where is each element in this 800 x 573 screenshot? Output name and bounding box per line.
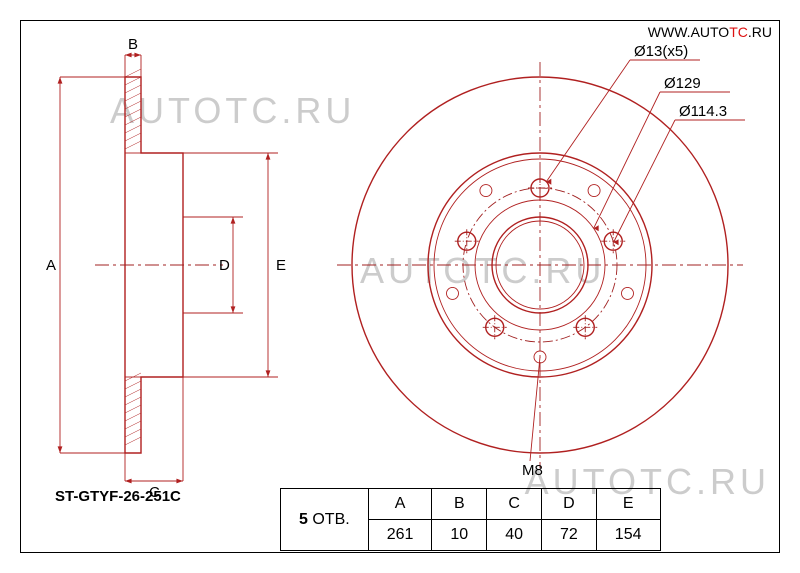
col-E: E <box>596 489 660 520</box>
part-number: ST-GTYF-26-251C <box>55 488 181 505</box>
svg-text:D: D <box>219 257 230 274</box>
technical-drawing: Ø13(x5)Ø129Ø114.3M8ABCDE <box>20 20 780 553</box>
holes-unit: ОТВ. <box>312 511 349 528</box>
col-C: C <box>487 489 542 520</box>
val-C: 40 <box>487 520 542 551</box>
col-A: A <box>368 489 432 520</box>
svg-text:E: E <box>276 257 286 274</box>
val-E: 154 <box>596 520 660 551</box>
table-header-row: 5 ОТВ. A B C D E <box>281 489 661 520</box>
svg-text:Ø129: Ø129 <box>664 75 701 92</box>
col-B: B <box>432 489 487 520</box>
holes-count: 5 <box>299 511 308 528</box>
svg-text:M8: M8 <box>522 462 543 479</box>
holes-cell: 5 ОТВ. <box>281 489 369 551</box>
svg-text:Ø13(x5): Ø13(x5) <box>634 43 688 60</box>
svg-text:Ø114.3: Ø114.3 <box>679 103 727 120</box>
svg-text:B: B <box>128 36 138 53</box>
val-A: 261 <box>368 520 432 551</box>
col-D: D <box>542 489 597 520</box>
svg-text:A: A <box>46 257 56 274</box>
val-D: 72 <box>542 520 597 551</box>
val-B: 10 <box>432 520 487 551</box>
dimension-table: 5 ОТВ. A B C D E 261 10 40 72 154 <box>280 488 661 551</box>
